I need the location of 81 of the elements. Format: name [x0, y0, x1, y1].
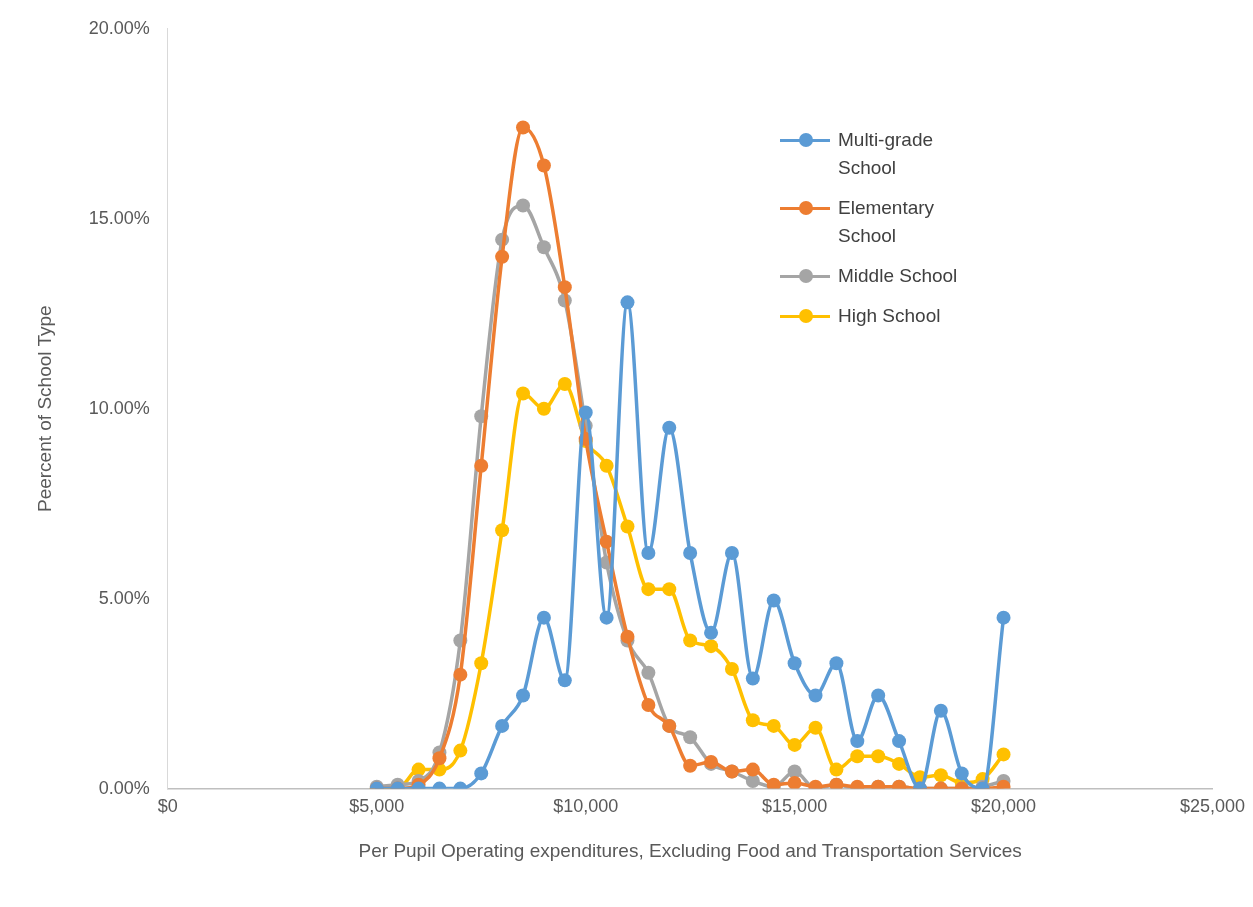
point — [745, 671, 760, 686]
point — [516, 688, 531, 703]
point — [662, 420, 677, 435]
point — [641, 665, 656, 680]
point — [536, 610, 551, 625]
point — [724, 546, 739, 561]
point — [662, 582, 677, 597]
x-tick-label: $0 — [157, 796, 178, 817]
point — [724, 661, 739, 676]
point — [745, 774, 760, 788]
point — [745, 713, 760, 728]
point — [787, 737, 802, 752]
point — [871, 749, 886, 764]
point — [683, 633, 698, 648]
point — [996, 610, 1011, 625]
point — [808, 688, 823, 703]
y-tick-label: 20.00% — [88, 17, 150, 38]
point — [516, 120, 531, 135]
point — [557, 377, 572, 392]
x-axis-title: Per Pupil Operating expenditures, Excluding Food and Transportation Services — [358, 839, 1022, 861]
point — [808, 720, 823, 735]
point — [745, 762, 760, 777]
point — [787, 775, 802, 789]
point — [683, 758, 698, 773]
point — [620, 629, 635, 644]
point — [620, 519, 635, 534]
x-tick-label: $15,000 — [762, 796, 828, 817]
point — [474, 656, 489, 671]
point — [578, 405, 593, 420]
legend-label: Elementary School — [838, 196, 936, 248]
point — [892, 734, 907, 749]
y-tick-label: 5.00% — [98, 587, 150, 608]
point — [892, 756, 907, 771]
point — [536, 401, 551, 416]
y-tick-label: 0.00% — [98, 777, 150, 798]
point — [641, 582, 656, 597]
point — [516, 198, 531, 213]
legend-label: Multi-grade School — [838, 128, 935, 180]
point — [954, 766, 969, 781]
point — [850, 749, 865, 764]
point — [850, 734, 865, 749]
point — [933, 703, 948, 718]
point — [599, 610, 614, 625]
x-tick-label: $5,000 — [349, 796, 405, 817]
point — [453, 667, 468, 682]
point — [829, 656, 844, 671]
point — [557, 673, 572, 688]
point — [996, 747, 1011, 762]
point — [536, 240, 551, 255]
point — [683, 730, 698, 745]
y-axis-title: Peercent of School Type — [33, 305, 55, 513]
point — [599, 458, 614, 473]
point — [453, 743, 468, 758]
legend-label: High School — [838, 304, 942, 328]
y-tick-label: 10.00% — [88, 397, 150, 418]
point — [829, 762, 844, 777]
point — [516, 386, 531, 401]
x-tick-label: $10,000 — [553, 796, 619, 817]
point — [620, 295, 635, 310]
point — [495, 249, 510, 264]
point — [641, 546, 656, 561]
point — [787, 656, 802, 671]
point — [704, 625, 719, 640]
point — [474, 766, 489, 781]
point — [495, 523, 510, 538]
point — [641, 698, 656, 713]
y-tick-label: 15.00% — [88, 207, 150, 228]
point — [495, 718, 510, 733]
legend-label: Middle School — [838, 264, 959, 288]
point — [766, 718, 781, 733]
point — [704, 639, 719, 654]
point — [474, 458, 489, 473]
x-tick-label: $20,000 — [971, 796, 1037, 817]
point — [432, 751, 447, 766]
point — [683, 546, 698, 561]
point — [933, 768, 948, 783]
point — [557, 280, 572, 295]
point — [536, 158, 551, 173]
point — [871, 688, 886, 703]
point — [766, 593, 781, 608]
x-tick-label: $25,000 — [1179, 796, 1246, 817]
